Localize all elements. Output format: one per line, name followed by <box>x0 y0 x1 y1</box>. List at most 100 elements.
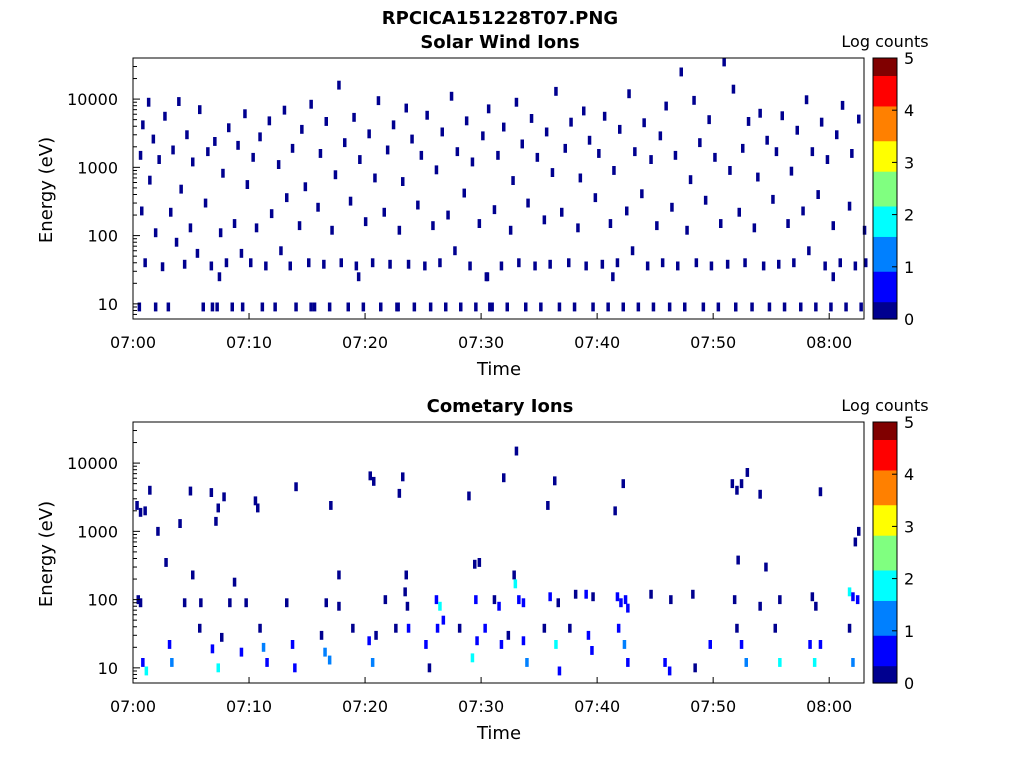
colorbar-tick-label: 2 <box>904 206 914 225</box>
heatmap-cell <box>767 302 772 312</box>
heatmap-cell <box>182 598 187 608</box>
heatmap-cell <box>795 125 799 135</box>
colorbar-segment <box>873 561 897 567</box>
y-tick-label: 1000 <box>77 522 118 541</box>
heatmap-cell <box>470 157 475 167</box>
heatmap-cell <box>485 272 490 282</box>
heatmap-cell <box>251 152 255 162</box>
heatmap-cell <box>613 506 617 516</box>
heatmap-cell <box>273 302 277 312</box>
colorbar-segment <box>873 426 897 432</box>
heatmap-cell <box>626 603 630 613</box>
colorbar-segment <box>873 517 897 523</box>
x-tick-label: 07:50 <box>690 697 736 716</box>
heatmap-cell <box>554 86 558 96</box>
heatmap-cell <box>556 598 560 608</box>
colorbar-segment <box>873 292 897 298</box>
heatmap-cell <box>612 166 616 175</box>
heatmap-cell <box>170 658 174 667</box>
heatmap-cell <box>582 106 586 116</box>
heatmap-cell <box>851 658 855 667</box>
heatmap-cell <box>688 175 693 185</box>
colorbar-segment <box>873 630 897 636</box>
colorbar-segment <box>873 253 897 259</box>
heatmap-cell <box>440 127 444 137</box>
heatmap-cell <box>814 302 818 312</box>
heatmap-cell <box>573 589 578 599</box>
heatmap-cell <box>667 302 672 312</box>
colorbar-segment <box>873 218 897 224</box>
heatmap-cell <box>488 302 492 312</box>
heatmap-cell <box>550 168 555 177</box>
heatmap-cell <box>441 615 446 625</box>
heatmap-cell <box>148 175 152 185</box>
heatmap-cell <box>486 104 491 114</box>
colorbar-segment <box>873 569 897 575</box>
colorbar-segment <box>873 639 897 645</box>
colorbar-segment <box>873 284 897 290</box>
colorbar-segment <box>873 582 897 588</box>
colorbar-segment <box>873 643 897 649</box>
heatmap-cell <box>521 636 526 646</box>
heatmap-cell <box>578 173 583 183</box>
colorbar-segment <box>873 153 897 159</box>
heatmap-cell <box>213 137 217 146</box>
heatmap-cell <box>716 302 721 312</box>
heatmap-cell <box>567 258 571 268</box>
heatmap-cell <box>167 640 172 649</box>
heatmap-cell <box>312 302 317 312</box>
colorbar-segment <box>873 513 897 519</box>
x-tick-label: 07:10 <box>226 333 272 352</box>
colorbar-segment <box>873 648 897 654</box>
heatmap-cell <box>490 302 494 312</box>
heatmap-cell <box>282 105 287 115</box>
heatmap-cell <box>404 103 408 113</box>
heatmap-cell <box>419 150 424 160</box>
heatmap-cell <box>253 496 258 506</box>
y-axis-label: Energy (eV) <box>36 137 57 243</box>
colorbar-segment <box>873 58 897 63</box>
heatmap-cell <box>468 261 472 271</box>
heatmap-cell <box>818 487 823 497</box>
heatmap-cell <box>239 248 244 258</box>
heatmap-cell <box>847 623 852 633</box>
heatmap-cell <box>343 138 347 148</box>
heatmap-cell <box>376 96 381 106</box>
colorbar-tick-label: 2 <box>904 570 914 589</box>
heatmap-cell <box>623 595 628 605</box>
heatmap-cell <box>511 176 515 185</box>
colorbar-segment <box>873 136 897 142</box>
heatmap-cell <box>140 206 144 216</box>
x-tick-label: 07:50 <box>690 333 736 352</box>
heatmap-cell <box>505 302 509 312</box>
heatmap-cells <box>137 57 868 312</box>
heatmap-cell <box>778 658 782 667</box>
colorbar-segment <box>873 97 897 103</box>
heatmap-cell <box>600 259 605 269</box>
heatmap-cell <box>428 302 433 312</box>
heatmap-cell <box>722 57 726 67</box>
colorbar-segment <box>873 210 897 216</box>
heatmap-cell <box>606 302 610 312</box>
heatmap-cell <box>692 95 696 105</box>
heatmap-cell <box>396 302 400 312</box>
heatmap-cell <box>685 225 689 235</box>
heatmap-cell <box>616 623 621 633</box>
heatmap-cell <box>831 221 835 231</box>
colorbar-segment <box>873 158 897 163</box>
heatmap-cell <box>560 207 564 217</box>
heatmap-cell <box>397 488 402 498</box>
colorbar-segment <box>873 469 897 475</box>
heatmap-cell <box>474 595 478 605</box>
heatmap-cell <box>792 258 796 268</box>
heatmap-cell <box>141 658 145 667</box>
plot-frame <box>132 57 865 320</box>
heatmap-cell <box>434 165 439 175</box>
heatmap-cell <box>232 219 237 228</box>
colorbar-segment <box>873 613 897 619</box>
colorbar-segment <box>873 105 897 111</box>
colorbar-segment <box>873 123 897 129</box>
heatmap-cell <box>169 207 173 217</box>
colorbar-segment <box>873 258 897 264</box>
heatmap-cell <box>157 155 161 164</box>
